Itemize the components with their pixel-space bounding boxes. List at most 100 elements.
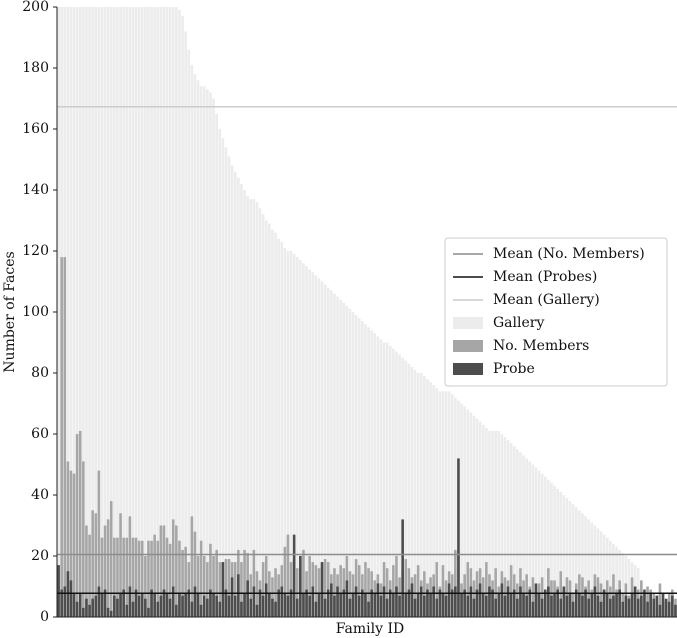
bar (159, 595, 163, 617)
bar (379, 339, 383, 617)
bar (416, 565, 420, 617)
bar (370, 330, 373, 617)
bar (299, 556, 302, 617)
bar (404, 592, 408, 617)
bar (63, 586, 67, 617)
bar (559, 571, 563, 617)
bar (419, 586, 423, 617)
bar (500, 583, 504, 617)
bar (175, 525, 178, 617)
legend-swatch (453, 317, 483, 329)
bar (531, 601, 535, 617)
bar (113, 595, 116, 617)
bar (435, 562, 439, 617)
bar (187, 49, 191, 617)
bar (175, 7, 178, 617)
bar (621, 601, 625, 617)
bar (165, 537, 169, 617)
bar (100, 592, 104, 617)
bar (376, 336, 380, 617)
bar (475, 418, 479, 617)
bar (497, 592, 501, 617)
bar (413, 598, 417, 617)
bar (137, 7, 141, 617)
bar (82, 607, 85, 617)
bar (336, 296, 339, 617)
bar (627, 559, 631, 617)
bar (333, 595, 336, 617)
bar (416, 592, 420, 617)
bar (395, 586, 398, 617)
bar (392, 565, 395, 617)
bar (587, 519, 590, 617)
bar (457, 458, 460, 617)
bar (237, 177, 240, 618)
bar (438, 391, 442, 617)
bar (57, 7, 60, 617)
bar (466, 595, 470, 617)
bar (227, 595, 231, 617)
bar (97, 586, 101, 617)
bar (131, 7, 135, 617)
bar (528, 461, 532, 617)
bar (233, 562, 237, 617)
bar (302, 263, 305, 617)
bar (190, 64, 194, 617)
bar (330, 290, 333, 617)
bar (69, 7, 73, 617)
bar (472, 415, 476, 617)
bar (171, 519, 175, 617)
bar (565, 498, 569, 617)
bar (584, 516, 587, 617)
bar (609, 540, 612, 617)
bar (388, 345, 392, 617)
bar (268, 592, 271, 617)
bar (578, 510, 581, 617)
bar (320, 281, 324, 617)
bar (218, 601, 222, 617)
bar (122, 589, 125, 617)
bar (571, 504, 575, 617)
bar (271, 229, 274, 617)
bar (156, 601, 160, 617)
y-tick-label: 40 (31, 487, 49, 503)
bar (581, 513, 584, 617)
y-tick-label: 180 (22, 60, 49, 76)
bar (103, 525, 107, 617)
bar (460, 403, 463, 617)
bar (190, 516, 194, 617)
bar (649, 592, 652, 617)
bar (348, 571, 352, 617)
bar (407, 363, 411, 617)
legend-label: Gallery (493, 315, 544, 331)
bar (109, 7, 113, 617)
bar (119, 7, 122, 617)
y-tick-label: 120 (22, 243, 49, 259)
bar (168, 543, 172, 617)
bar (503, 595, 507, 617)
bar (94, 513, 98, 617)
bar (240, 183, 243, 617)
bar (78, 7, 82, 617)
bar (212, 592, 215, 617)
bar (441, 592, 445, 617)
bar (447, 391, 451, 617)
bar (481, 424, 485, 617)
bar (308, 269, 311, 617)
bar (103, 7, 107, 617)
bar (605, 592, 609, 617)
bar (438, 589, 442, 617)
bar (357, 595, 361, 617)
bar (562, 495, 566, 617)
bar (485, 562, 488, 617)
bar (500, 434, 504, 617)
bar (144, 7, 147, 617)
bar (460, 592, 463, 617)
bar (88, 534, 91, 617)
bar (364, 562, 367, 617)
bar (314, 275, 318, 617)
bar (351, 592, 355, 617)
bar (398, 354, 401, 617)
bar (249, 598, 253, 617)
bar (519, 586, 522, 617)
